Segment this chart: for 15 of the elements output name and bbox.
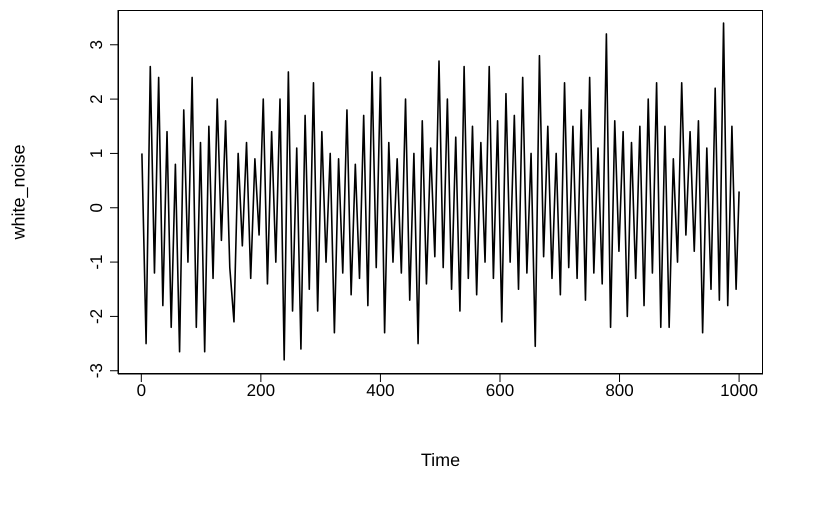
x-tick-label: 600	[486, 381, 514, 400]
x-tick-label: 800	[605, 381, 634, 400]
y-tick-label: -3	[87, 363, 106, 378]
y-tick-label: 1	[87, 148, 106, 158]
y-tick-label: -1	[87, 254, 106, 270]
y-tick-label: 0	[87, 203, 106, 212]
x-tick-label: 0	[136, 381, 146, 400]
x-axis-title: Time	[420, 450, 460, 470]
y-axis-title: white_noise	[8, 144, 28, 241]
x-tick-label: 400	[366, 381, 395, 400]
y-tick-label: 3	[87, 40, 106, 50]
x-tick-label: 200	[246, 381, 276, 400]
y-tick-label: 2	[87, 94, 106, 104]
y-tick-label: -2	[87, 308, 106, 324]
x-tick-label: 1000	[720, 381, 758, 400]
